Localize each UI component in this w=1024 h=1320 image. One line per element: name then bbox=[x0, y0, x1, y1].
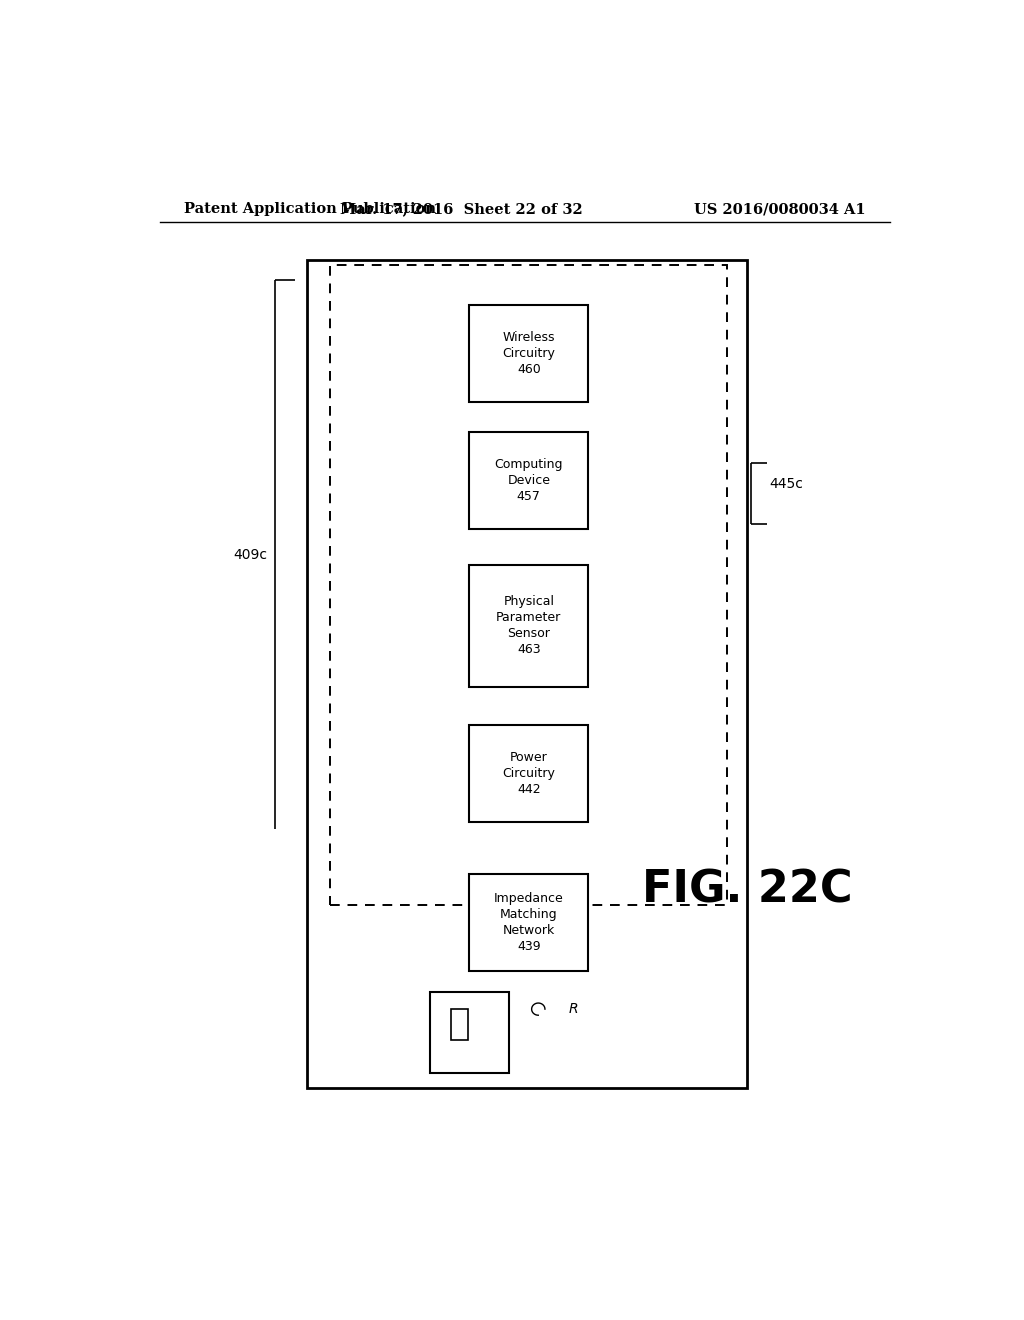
Text: 445c: 445c bbox=[769, 477, 803, 491]
Text: Mar. 17, 2016  Sheet 22 of 32: Mar. 17, 2016 Sheet 22 of 32 bbox=[340, 202, 583, 216]
FancyBboxPatch shape bbox=[469, 874, 588, 972]
FancyBboxPatch shape bbox=[469, 433, 588, 529]
FancyBboxPatch shape bbox=[469, 565, 588, 686]
Text: US 2016/0080034 A1: US 2016/0080034 A1 bbox=[694, 202, 866, 216]
Text: Wireless
Circuitry
460: Wireless Circuitry 460 bbox=[503, 331, 555, 376]
FancyBboxPatch shape bbox=[469, 305, 588, 401]
FancyBboxPatch shape bbox=[306, 260, 748, 1089]
Text: 409c: 409c bbox=[232, 548, 267, 562]
Text: R: R bbox=[568, 1002, 579, 1016]
Text: Impedance
Matching
Network
439: Impedance Matching Network 439 bbox=[494, 892, 563, 953]
Text: Power
Circuitry
442: Power Circuitry 442 bbox=[503, 751, 555, 796]
FancyBboxPatch shape bbox=[469, 725, 588, 821]
FancyBboxPatch shape bbox=[430, 991, 509, 1073]
Text: Computing
Device
457: Computing Device 457 bbox=[495, 458, 563, 503]
Text: Patent Application Publication: Patent Application Publication bbox=[183, 202, 435, 216]
Text: FIG. 22C: FIG. 22C bbox=[642, 869, 852, 912]
Text: Physical
Parameter
Sensor
463: Physical Parameter Sensor 463 bbox=[497, 595, 561, 656]
FancyBboxPatch shape bbox=[451, 1008, 468, 1040]
